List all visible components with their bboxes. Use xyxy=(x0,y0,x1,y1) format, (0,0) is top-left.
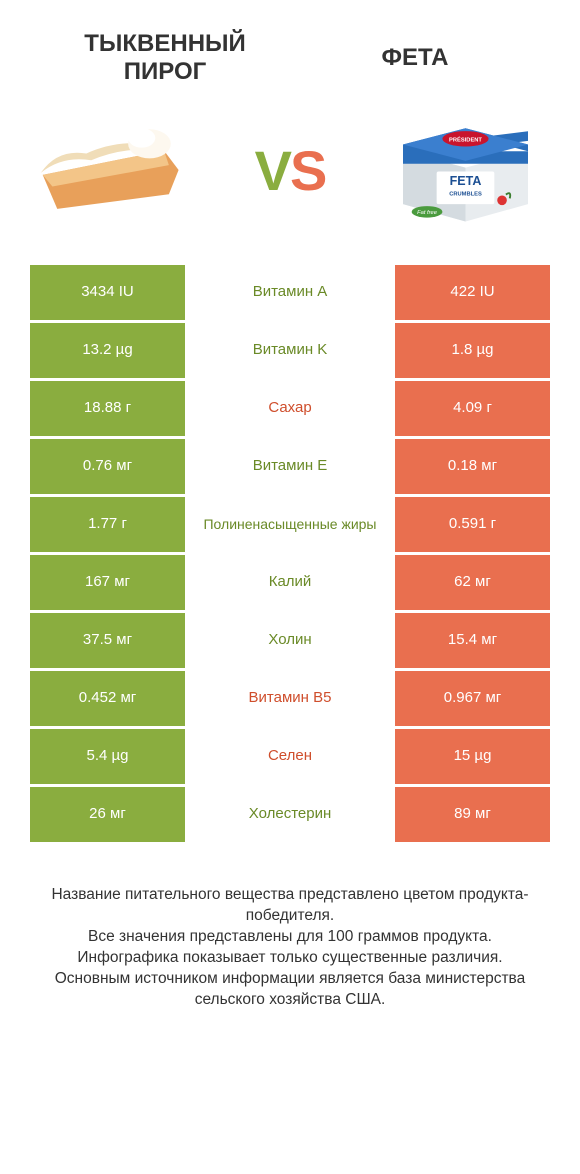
left-value: 0.452 мг xyxy=(30,671,185,726)
feta-icon: FETA CRUMBLES PRÉSIDENT Fat free xyxy=(380,105,550,235)
right-value: 15.4 мг xyxy=(395,613,550,668)
nutrient-label: Витамин E xyxy=(185,439,395,494)
footer-line: Название питательного вещества представл… xyxy=(30,885,550,927)
table-row: 13.2 µgВитамин K1.8 µg xyxy=(30,323,550,378)
right-value: 422 IU xyxy=(395,265,550,320)
left-value: 5.4 µg xyxy=(30,729,185,784)
table-row: 37.5 мгХолин15.4 мг xyxy=(30,613,550,668)
table-row: 3434 IUВитамин A422 IU xyxy=(30,265,550,320)
image-row: VS FETA CRUMBLES PRÉSIDENT Fat free xyxy=(0,95,580,265)
svg-text:CRUMBLES: CRUMBLES xyxy=(449,191,482,197)
svg-text:Fat free: Fat free xyxy=(417,209,437,215)
nutrient-label: Холин xyxy=(185,613,395,668)
footer-notes: Название питательного вещества представл… xyxy=(0,845,580,1011)
nutrient-label: Полиненасыщенные жиры xyxy=(185,497,395,552)
left-value: 26 мг xyxy=(30,787,185,842)
nutrient-label: Холестерин xyxy=(185,787,395,842)
nutrient-label: Витамин B5 xyxy=(185,671,395,726)
footer-line: Основным источником информации является … xyxy=(30,969,550,1011)
vs-label: VS xyxy=(255,138,326,203)
svg-text:PRÉSIDENT: PRÉSIDENT xyxy=(449,135,482,143)
nutrient-label: Сахар xyxy=(185,381,395,436)
svg-text:FETA: FETA xyxy=(449,174,481,188)
table-row: 1.77 гПолиненасыщенные жиры0.591 г xyxy=(30,497,550,552)
nutrient-label: Витамин K xyxy=(185,323,395,378)
vs-s: S xyxy=(290,139,325,202)
right-value: 62 мг xyxy=(395,555,550,610)
header: ТЫКВЕННЫЙ ПИРОГ ФЕТА xyxy=(0,0,580,95)
left-value: 1.77 г xyxy=(30,497,185,552)
right-value: 4.09 г xyxy=(395,381,550,436)
left-value: 167 мг xyxy=(30,555,185,610)
comparison-table: 3434 IUВитамин A422 IU13.2 µgВитамин K1.… xyxy=(0,265,580,845)
right-value: 15 µg xyxy=(395,729,550,784)
left-product-title: ТЫКВЕННЫЙ ПИРОГ xyxy=(40,30,290,85)
table-row: 167 мгКалий62 мг xyxy=(30,555,550,610)
table-row: 26 мгХолестерин89 мг xyxy=(30,787,550,842)
table-row: 18.88 гСахар4.09 г xyxy=(30,381,550,436)
left-value: 37.5 мг xyxy=(30,613,185,668)
right-product-title: ФЕТА xyxy=(290,44,540,72)
table-row: 0.76 мгВитамин E0.18 мг xyxy=(30,439,550,494)
footer-line: Все значения представлены для 100 граммо… xyxy=(30,927,550,948)
right-value: 1.8 µg xyxy=(395,323,550,378)
nutrient-label: Витамин A xyxy=(185,265,395,320)
right-value: 0.591 г xyxy=(395,497,550,552)
pumpkin-pie-icon xyxy=(30,105,200,235)
right-value: 0.967 мг xyxy=(395,671,550,726)
left-value: 13.2 µg xyxy=(30,323,185,378)
left-value: 0.76 мг xyxy=(30,439,185,494)
nutrient-label: Калий xyxy=(185,555,395,610)
table-row: 5.4 µgСелен15 µg xyxy=(30,729,550,784)
vs-v: V xyxy=(255,139,290,202)
table-row: 0.452 мгВитамин B50.967 мг xyxy=(30,671,550,726)
footer-line: Инфографика показывает только существенн… xyxy=(30,948,550,969)
right-value: 89 мг xyxy=(395,787,550,842)
right-value: 0.18 мг xyxy=(395,439,550,494)
left-value: 3434 IU xyxy=(30,265,185,320)
nutrient-label: Селен xyxy=(185,729,395,784)
left-value: 18.88 г xyxy=(30,381,185,436)
